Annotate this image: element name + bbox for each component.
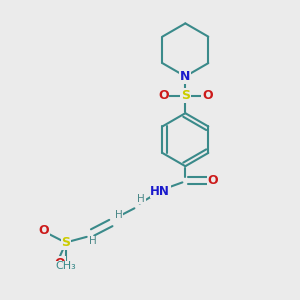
Text: O: O bbox=[202, 89, 213, 102]
Text: CH₃: CH₃ bbox=[56, 261, 76, 271]
Text: N: N bbox=[180, 70, 190, 83]
Text: HN: HN bbox=[150, 185, 170, 198]
Text: O: O bbox=[207, 174, 218, 188]
Text: H: H bbox=[137, 194, 145, 204]
Text: O: O bbox=[158, 89, 169, 102]
Text: S: S bbox=[61, 236, 70, 249]
Text: H: H bbox=[115, 210, 122, 220]
Text: O: O bbox=[39, 224, 49, 238]
Text: S: S bbox=[181, 89, 190, 102]
Text: H: H bbox=[89, 236, 97, 246]
Text: O: O bbox=[54, 257, 65, 270]
